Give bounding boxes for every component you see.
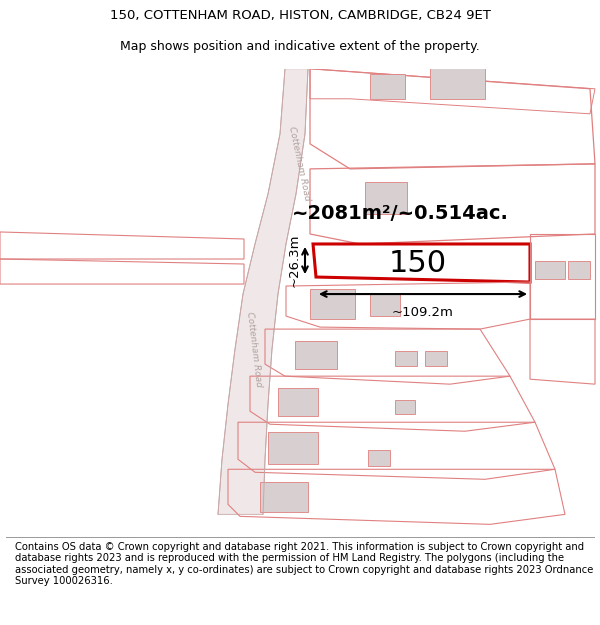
- Bar: [310, 289, 355, 319]
- Bar: [260, 482, 308, 512]
- Text: Cottenham Road: Cottenham Road: [287, 126, 311, 202]
- Text: Map shows position and indicative extent of the property.: Map shows position and indicative extent…: [120, 40, 480, 53]
- Bar: [535, 261, 565, 279]
- Text: 150, COTTENHAM ROAD, HISTON, CAMBRIDGE, CB24 9ET: 150, COTTENHAM ROAD, HISTON, CAMBRIDGE, …: [110, 9, 490, 22]
- Polygon shape: [313, 244, 530, 282]
- Bar: [395, 351, 417, 366]
- Polygon shape: [218, 69, 308, 514]
- Bar: [368, 450, 390, 466]
- Bar: [430, 61, 485, 99]
- Bar: [278, 388, 318, 416]
- Bar: [370, 294, 400, 316]
- Text: ~2081m²/~0.514ac.: ~2081m²/~0.514ac.: [292, 204, 508, 224]
- Text: Contains OS data © Crown copyright and database right 2021. This information is : Contains OS data © Crown copyright and d…: [15, 542, 593, 586]
- Bar: [425, 351, 447, 366]
- Text: ~26.3m: ~26.3m: [288, 234, 301, 288]
- Bar: [365, 182, 407, 214]
- Bar: [295, 341, 337, 369]
- Bar: [268, 432, 318, 464]
- Bar: [568, 261, 590, 279]
- Text: ~109.2m: ~109.2m: [392, 306, 454, 319]
- Text: 150: 150: [389, 249, 447, 278]
- Text: Cottenham Road: Cottenham Road: [245, 311, 263, 388]
- Bar: [370, 74, 405, 99]
- Bar: [395, 400, 415, 414]
